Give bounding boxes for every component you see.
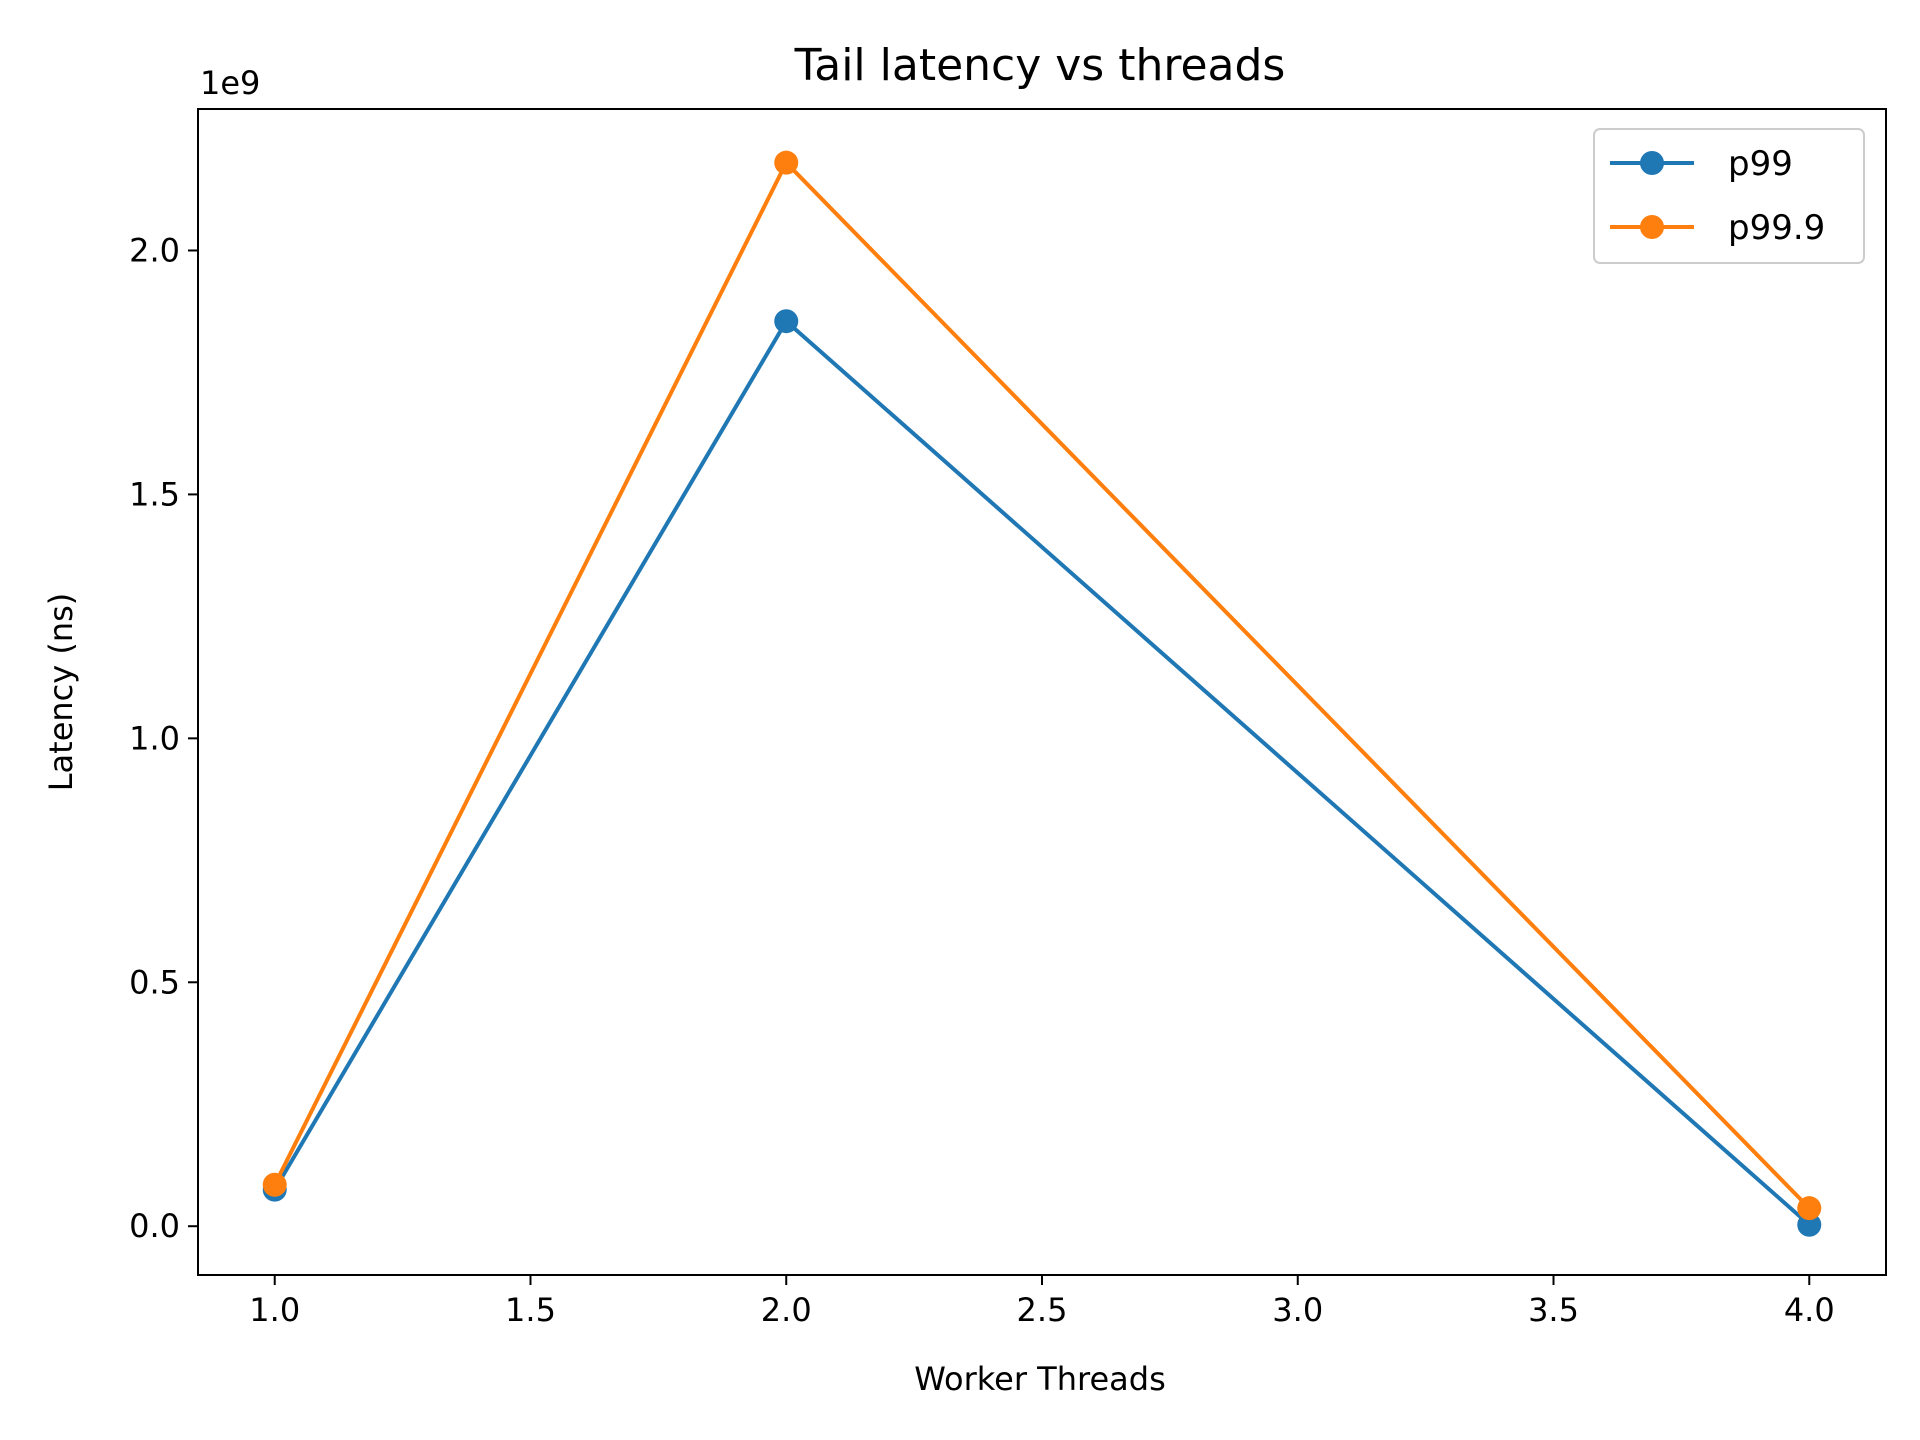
data-point-p99.9 — [774, 150, 799, 175]
data-point-p99.9 — [1797, 1196, 1822, 1221]
data-point-p99 — [774, 309, 799, 334]
x-tick-label: 2.0 — [761, 1291, 812, 1329]
plot-area: 1.0 1.5 2.0 2.5 3.0 3.5 4.0 0.0 0.5 1.0 1.5 2.0 — [129, 150, 1835, 1329]
y-axis-label: Latency (ns) — [42, 593, 80, 792]
legend-marker — [1640, 215, 1664, 239]
legend-marker — [1640, 151, 1664, 175]
x-axis-label: Worker Threads — [914, 1360, 1165, 1398]
chart-title: Tail latency vs threads — [794, 40, 1286, 91]
data-point-p99 — [1797, 1212, 1822, 1237]
y-tick-label: 1.0 — [129, 719, 180, 757]
x-tick-label: 3.0 — [1272, 1291, 1323, 1329]
data-point-p99.9 — [262, 1172, 287, 1197]
x-tick-label: 3.5 — [1528, 1291, 1579, 1329]
legend-label: p99 — [1728, 144, 1793, 184]
legend: p99 p99.9 — [1593, 128, 1865, 264]
y-tick-label: 1.5 — [129, 475, 180, 513]
y-axis-offset-label: 1e9 — [200, 64, 260, 102]
x-tick-label: 2.5 — [1017, 1291, 1068, 1329]
y-tick-label: 0.0 — [129, 1207, 180, 1245]
x-tick-label: 4.0 — [1784, 1291, 1835, 1329]
legend-label: p99.9 — [1728, 208, 1825, 248]
x-tick-label: 1.0 — [249, 1291, 300, 1329]
plot-frame — [197, 108, 1887, 1276]
y-tick-label: 2.0 — [129, 231, 180, 269]
y-tick-label: 0.5 — [129, 963, 180, 1001]
x-tick-label: 1.5 — [505, 1291, 556, 1329]
